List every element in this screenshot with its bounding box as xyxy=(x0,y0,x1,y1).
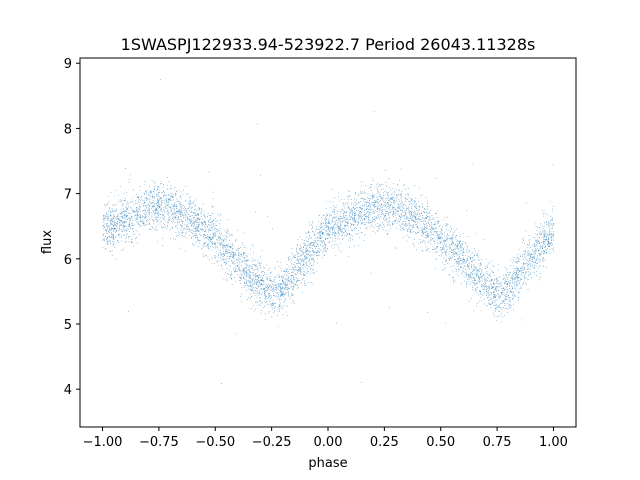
data-points xyxy=(102,79,554,384)
y-axis-label: flux xyxy=(40,230,55,254)
x-tick-label: −0.75 xyxy=(139,435,179,450)
y-tick-label: 9 xyxy=(64,57,72,72)
x-tick-label: −0.25 xyxy=(252,435,292,450)
y-axis-ticks: 4 5 6 7 8 9 xyxy=(64,57,80,398)
scatter-points xyxy=(102,79,554,384)
x-tick-label: −1.00 xyxy=(83,435,123,450)
y-tick-label: 8 xyxy=(64,122,72,137)
plot-frame xyxy=(79,57,577,428)
y-tick-label: 7 xyxy=(64,188,72,203)
x-tick-label: 0.25 xyxy=(370,435,399,450)
x-tick-label: 0.50 xyxy=(426,435,455,450)
chart-title: 1SWASPJ122933.94-523922.7 Period 26043.1… xyxy=(121,35,536,54)
x-tick-label: −0.50 xyxy=(195,435,235,450)
x-tick-label: 0.00 xyxy=(314,435,343,450)
y-tick-label: 6 xyxy=(64,253,72,268)
y-tick-label: 4 xyxy=(64,383,72,398)
x-axis-ticks: −1.00 −0.75 −0.50 −0.25 0.00 0.25 0.50 0.75 1.00 xyxy=(83,427,568,450)
y-tick-label: 5 xyxy=(64,318,72,333)
x-tick-label: 1.00 xyxy=(539,435,568,450)
x-axis-label: phase xyxy=(308,456,347,471)
x-tick-label: 0.75 xyxy=(483,435,512,450)
